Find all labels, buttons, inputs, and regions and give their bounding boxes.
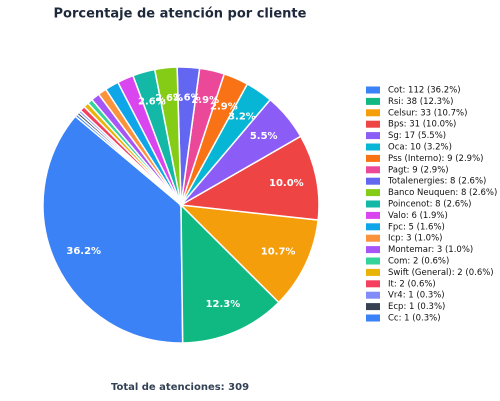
legend-swatch	[366, 234, 380, 242]
legend-label: Montemar: 3 (1.0%)	[388, 245, 473, 255]
slice-label: 10.0%	[269, 178, 304, 189]
slice-label: 5.5%	[250, 131, 278, 142]
legend-swatch	[366, 314, 380, 322]
legend-swatch	[366, 257, 380, 265]
legend-label: Bps: 31 (10.0%)	[388, 120, 456, 130]
legend-label: Cc: 1 (0.3%)	[388, 314, 441, 324]
legend-swatch	[366, 223, 380, 231]
legend-swatch	[366, 280, 380, 288]
legend-label: Rsi: 38 (12.3%)	[388, 97, 453, 107]
legend-label: Icp: 3 (1.0%)	[388, 234, 442, 244]
slice-label: 2.9%	[210, 101, 238, 112]
legend-swatch	[366, 268, 380, 276]
legend-swatch	[366, 189, 380, 197]
legend-label: Swift (General): 2 (0.6%)	[388, 268, 494, 278]
legend-swatch	[366, 120, 380, 128]
legend-label: Totalenergies: 8 (2.6%)	[387, 177, 486, 187]
legend-swatch	[366, 132, 380, 140]
slice-label: 36.2%	[66, 246, 101, 257]
pie-slice	[42, 115, 184, 344]
pie-slice	[178, 135, 320, 221]
slice-label: 2.6%	[173, 93, 201, 104]
legend-label: Oca: 10 (3.2%)	[388, 143, 452, 153]
legend-swatch	[366, 154, 380, 162]
legend-swatch	[366, 143, 380, 151]
pie-slice	[178, 204, 320, 304]
slice-label: 10.7%	[261, 246, 296, 257]
legend-swatch	[366, 291, 380, 299]
legend-label: Vr4: 1 (0.3%)	[388, 291, 445, 301]
legend-label: Ecp: 1 (0.3%)	[388, 302, 445, 312]
slice-label: 3.2%	[228, 111, 256, 122]
legend-label: Valo: 6 (1.9%)	[388, 211, 448, 221]
legend-swatch	[366, 246, 380, 254]
legend-swatch	[366, 211, 380, 219]
legend-swatch	[366, 177, 380, 185]
legend-label: Banco Neuquen: 8 (2.6%)	[388, 188, 497, 198]
slice-label: 2.6%	[138, 96, 166, 107]
legend-swatch	[366, 109, 380, 117]
legend-swatch	[366, 86, 380, 94]
legend-swatch	[366, 97, 380, 105]
legend-label: Celsur: 33 (10.7%)	[388, 108, 467, 118]
total-note: Total de atenciones: 309	[111, 382, 249, 393]
legend-label: Fpc: 5 (1.6%)	[388, 222, 445, 232]
legend-label: Pss (Interno): 9 (2.9%)	[388, 154, 483, 164]
slice-label: 12.3%	[206, 299, 241, 310]
slice-label: 2.9%	[191, 95, 219, 106]
legend-label: Cot: 112 (36.2%)	[388, 86, 461, 96]
pie-slice	[180, 203, 280, 344]
legend-label: It: 2 (0.6%)	[388, 279, 436, 289]
legend-label: Poincenot: 8 (2.6%)	[388, 200, 472, 210]
legend-swatch	[366, 166, 380, 174]
legend-swatch	[366, 200, 380, 208]
chart-title: Porcentaje de atención por cliente	[54, 7, 307, 22]
legend-swatch	[366, 303, 380, 311]
legend-label: Com: 2 (0.6%)	[388, 257, 449, 267]
slice-label: 2.6%	[155, 93, 183, 104]
legend-label: Pagt: 9 (2.9%)	[388, 165, 449, 175]
legend-label: Sg: 17 (5.5%)	[388, 131, 446, 141]
pie-slice	[74, 113, 182, 206]
